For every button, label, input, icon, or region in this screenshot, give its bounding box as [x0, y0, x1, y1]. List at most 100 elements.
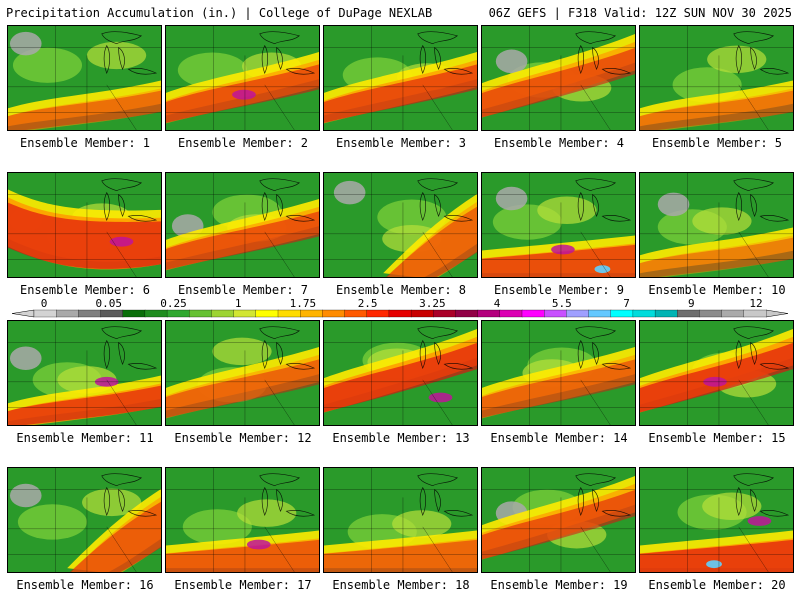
colorbar-swatch	[433, 309, 457, 318]
state-boundary-line	[106, 379, 137, 425]
colorbar-swatch	[632, 309, 656, 318]
ensemble-member-label: Ensemble Member: 20	[648, 578, 786, 592]
ensemble-map-panel	[639, 320, 794, 426]
state-boundary-line	[738, 526, 769, 572]
light-precip-area	[707, 45, 767, 74]
colorbar-swatch	[499, 309, 523, 318]
state-boundary-line	[264, 231, 295, 277]
colorbar-tick-label: 3.25	[419, 297, 446, 310]
trace-precip-area	[9, 483, 42, 508]
state-boundary-line	[738, 379, 769, 425]
very-heavy-precip-band	[482, 47, 635, 118]
precip-field-map	[324, 173, 477, 277]
colorbar-swatch	[610, 309, 634, 318]
state-boundary-line	[264, 526, 295, 572]
precip-field-map	[324, 26, 477, 130]
colorbar-swatch	[677, 309, 701, 318]
precip-field-map	[640, 173, 793, 277]
great-lakes-outline	[101, 178, 158, 222]
colorbar-swatch	[322, 309, 346, 318]
extreme-precip-core	[232, 89, 256, 100]
light-precip-area	[537, 196, 597, 225]
light-precip-area	[86, 41, 147, 70]
trace-precip-area	[495, 49, 528, 74]
extreme-precip-core	[109, 236, 134, 247]
precip-field-map	[482, 468, 635, 572]
colorbar-swatch	[743, 309, 767, 318]
precip-field-map	[324, 321, 477, 425]
extreme-precip-core	[551, 244, 575, 255]
ensemble-member-label: Ensemble Member: 2	[177, 136, 309, 150]
light-precip-area	[692, 207, 752, 235]
heavy-precip-band	[166, 354, 319, 419]
precip-field-map	[640, 26, 793, 130]
state-boundary-line	[106, 84, 137, 130]
ensemble-map-panel	[323, 467, 478, 573]
precip-colorbar: 0 0.05 0.25 1 1.75 2.5 3.25 4 5.5 7 9 12	[8, 297, 792, 321]
ensemble-map-panel	[639, 172, 794, 278]
moderate-precip-band	[640, 227, 793, 274]
heavy-precip-band	[640, 235, 793, 277]
ensemble-map-panel	[481, 320, 636, 426]
colorbar-swatch	[122, 309, 146, 318]
great-lakes-outline	[417, 326, 474, 370]
great-lakes-outline	[259, 326, 316, 370]
light-precip-area	[82, 488, 142, 517]
ensemble-map-panel	[165, 467, 320, 573]
ensemble-map-panel	[165, 25, 320, 131]
colorbar-swatch	[521, 309, 545, 318]
state-boundary-line	[580, 526, 611, 572]
colorbar-tick-label: 5.5	[552, 297, 572, 310]
ensemble-map-panel	[7, 467, 162, 573]
ensemble-member-label: Ensemble Member: 10	[648, 283, 786, 297]
colorbar-swatch	[588, 309, 612, 318]
very-heavy-precip-band	[482, 359, 635, 418]
ensemble-member-label: Ensemble Member: 14	[490, 431, 628, 445]
state-boundary-line	[422, 231, 453, 277]
ensemble-member-label: Ensemble Member: 1	[19, 136, 151, 150]
great-lakes-outline	[101, 326, 158, 370]
very-heavy-precip-band	[8, 202, 161, 269]
heavy-precip-band	[482, 354, 635, 419]
colorbar-swatch	[699, 309, 723, 318]
ensemble-member-label: Ensemble Member: 13	[332, 431, 470, 445]
light-precip-area	[212, 337, 272, 366]
precip-field-map	[166, 173, 319, 277]
very-heavy-precip-band	[324, 64, 477, 123]
great-lakes-outline	[575, 326, 632, 370]
great-lakes-outline	[733, 473, 790, 517]
precip-field-map	[8, 173, 161, 277]
model-valid-time: 06Z GEFS | F318 Valid: 12Z SUN NOV 30 20…	[488, 6, 792, 20]
colorbar-tick-label: 12	[749, 297, 762, 310]
very-heavy-precip-band	[482, 489, 635, 560]
very-heavy-precip-band	[166, 211, 319, 270]
precip-field-map	[640, 321, 793, 425]
colorbar-tick-label: 2.5	[358, 297, 378, 310]
trace-precip-area	[495, 186, 528, 211]
ensemble-member-label: Ensemble Member: 17	[174, 578, 312, 592]
trace-precip-area	[333, 180, 366, 205]
ensemble-map-panel	[639, 25, 794, 131]
state-boundary-line	[422, 379, 453, 425]
light-precip-area	[182, 509, 252, 545]
precip-field-map	[324, 468, 477, 572]
light-precip-area	[17, 504, 87, 540]
great-lakes-outline	[575, 178, 632, 222]
precip-field-map	[166, 26, 319, 130]
great-lakes-outline	[101, 31, 158, 75]
trace-precip-area	[9, 346, 42, 371]
state-boundary-line	[422, 526, 453, 572]
colorbar-swatch	[189, 309, 213, 318]
very-heavy-precip-band	[324, 539, 477, 572]
colorbar-swatch	[255, 309, 279, 318]
very-heavy-precip-band	[324, 342, 477, 413]
state-boundary-line	[264, 84, 295, 130]
colorbar-swatch	[721, 309, 745, 318]
precip-field-map	[482, 26, 635, 130]
colorbar-tick-label: 9	[688, 297, 695, 310]
max-precip-core	[594, 265, 611, 274]
trace-precip-area	[9, 31, 42, 56]
very-heavy-precip-band	[8, 385, 161, 425]
heavy-precip-band	[324, 538, 477, 572]
